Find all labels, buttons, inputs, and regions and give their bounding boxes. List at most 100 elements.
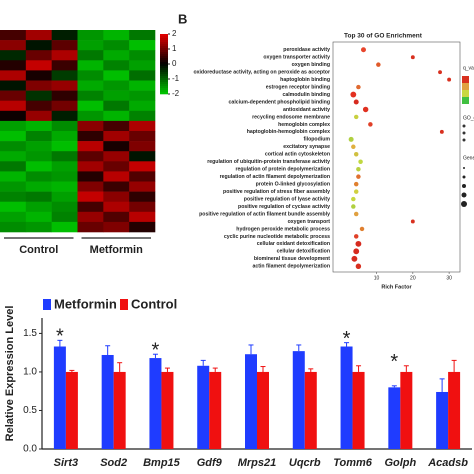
heat-cell [77,90,104,101]
heat-cell [77,191,104,202]
heat-cell [103,110,130,122]
heat-cell [77,141,104,152]
go-dot [353,211,359,217]
bar [304,371,317,449]
significance: * [56,326,64,348]
chart-title: Top 30 of GO Enrichment [344,33,423,40]
bar [161,371,174,449]
go-dot [353,114,359,120]
colorbar-step [160,72,168,75]
legend-size-dot [462,184,466,188]
go-dot [350,91,357,98]
heat-cell [25,181,52,192]
heat-cell [77,151,104,162]
go-term: positive regulation of lyase activity [244,196,330,202]
heat-cell [77,60,104,71]
go-term: oxygen transport [288,219,331,225]
heat-cell [0,100,27,112]
heat-cell [0,181,27,192]
group-label: Metformin [90,244,143,256]
colorbar-step [160,34,168,37]
go-term: actin filament depolymerization [252,264,330,270]
heat-cell [0,141,27,152]
colorbar-step [160,68,168,71]
go-dot [359,226,365,232]
heat-cell [0,90,27,101]
legend-size-dot [461,201,467,207]
go-term: estrogen receptor binding [266,84,330,90]
colorbar-step [160,46,168,49]
go-dot [368,122,373,127]
heat-cell [103,80,130,91]
heat-cell [129,201,156,213]
heat-cell [25,80,52,91]
heat-cell [0,60,27,71]
go-term: hemoglobin complex [278,122,330,128]
heat-cell [129,40,156,51]
heat-cell [129,60,156,71]
legend-label: Metformin [54,296,117,311]
go-term: cortical actin cytoskeleton [265,152,330,158]
go-term: oxygen transporter activity [263,55,330,61]
legend-go-dot [462,131,466,135]
heat-cell [129,151,156,162]
heat-cell [25,151,52,162]
heat-cell [129,221,156,233]
heat-cell [129,161,156,172]
x-tick-label: Bmp15 [143,457,181,469]
colorbar-step [160,52,168,55]
group-label: Control [19,244,58,256]
heat-cell [77,40,104,51]
heat-cell [25,161,52,172]
go-dot [353,248,360,255]
heat-cell [51,211,78,223]
heat-cell [77,201,104,213]
legend-go-dot [462,138,466,142]
x-axis-label: Rich Factor [381,284,412,290]
x-tick-label: 10 [374,275,380,281]
heat-cell [0,70,27,81]
go-dot [353,234,359,239]
significance: * [390,351,398,373]
go-term: protein O-linked glycosylation [256,182,330,188]
colorbar-step [160,88,168,91]
colorbar-step [160,76,168,79]
colorbar-step [160,36,168,39]
bar [53,346,66,449]
heat-cell [51,141,78,152]
heat-cell [51,171,78,182]
heat-cell [77,221,104,233]
go-term: haptoglobin-hemoglobin complex [247,129,330,135]
y-axis-label: Relative Expression Level [4,306,16,442]
heat-cell [103,171,130,182]
colorbar-label: 1 [172,44,177,53]
heat-cell [51,161,78,172]
heat-cell [51,50,78,61]
heat-cell [103,60,130,71]
heat-cell [129,171,156,182]
go-dot [439,129,444,134]
heat-cell [51,120,78,132]
legend-color [462,83,469,90]
heat-cell [129,191,156,202]
heat-cell [51,181,78,192]
go-term: regulation of protein depolymerization [235,167,330,173]
go-dot [355,240,362,247]
heat-cell [103,141,130,152]
go-dot [360,47,366,53]
go-term: calcium-dependent phospholipid binding [229,99,330,105]
colorbar-step [160,50,168,53]
heat-cell [77,161,104,172]
go-term: filopodium [303,137,330,143]
go-dot [438,70,442,75]
heat-cell [77,110,104,122]
colorbar-step [160,44,168,47]
heat-cell [129,131,156,142]
legend-swatch [43,299,51,310]
heat-cell [103,161,130,172]
go-dot [410,55,415,60]
heat-cell [51,151,78,162]
go-dot [353,181,359,187]
colorbar-step [160,62,168,65]
go-term: cellular detoxification [277,249,330,255]
